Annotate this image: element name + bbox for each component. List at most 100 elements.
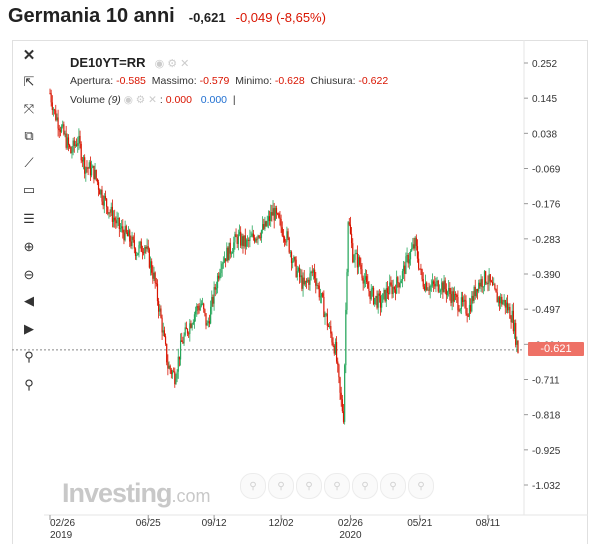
candle-body xyxy=(183,335,185,344)
zoom-button-2[interactable]: ⚲ xyxy=(268,473,294,499)
last-price-tag: -0.621 xyxy=(528,342,584,356)
candle-body xyxy=(251,233,253,237)
candle-body xyxy=(214,287,216,290)
candle-body xyxy=(384,289,386,302)
candle-body xyxy=(92,165,94,168)
candle-body xyxy=(186,329,189,334)
candle-body xyxy=(190,323,192,328)
close-icon[interactable]: ✕ xyxy=(22,47,36,64)
candle-body xyxy=(220,269,222,274)
candle-body xyxy=(314,269,316,279)
candle-body xyxy=(250,236,252,238)
candle-body xyxy=(119,228,122,230)
candle-body xyxy=(360,264,362,270)
candle-body xyxy=(375,295,377,298)
candle-body xyxy=(293,257,295,262)
open-value: -0.585 xyxy=(116,75,146,87)
candle-body xyxy=(399,283,401,288)
candle-body xyxy=(335,342,338,362)
candle-body xyxy=(164,336,167,344)
scale-icon[interactable]: ⤧ xyxy=(23,101,35,116)
candle-body xyxy=(347,222,349,273)
cursor-select-icon[interactable]: ⇱ xyxy=(23,74,35,89)
candle-body xyxy=(234,234,236,243)
candle-body xyxy=(81,160,83,162)
candle-body xyxy=(467,315,469,317)
high-label: Massimo: xyxy=(151,75,197,87)
candle-body xyxy=(54,109,56,111)
candle-body xyxy=(109,212,111,214)
candle-body xyxy=(196,306,198,311)
candle-body xyxy=(60,126,63,132)
scroll-left-icon[interactable]: ◀ xyxy=(24,293,34,308)
magnet-icon[interactable]: ⚲ xyxy=(24,349,34,364)
x-tick-year: 2020 xyxy=(339,530,362,541)
zoom-button-6[interactable]: ⚲ xyxy=(380,473,406,499)
reset-icon[interactable]: ⚲ xyxy=(24,377,34,392)
candle-body xyxy=(256,238,258,240)
candle-body xyxy=(510,318,512,323)
trendline-icon[interactable]: ⟋ xyxy=(24,155,34,170)
candle-body xyxy=(244,235,246,247)
zoom-button-1[interactable]: ⚲ xyxy=(240,473,266,499)
candle-body xyxy=(229,242,231,254)
candle-body xyxy=(390,282,392,285)
candle-body xyxy=(66,137,68,148)
candle-body xyxy=(286,231,288,242)
candle-body xyxy=(355,252,357,254)
candle-body xyxy=(115,220,117,224)
visibility-icon[interactable]: ◉ ⚙ ✕ xyxy=(154,58,190,70)
candle-body xyxy=(362,277,364,284)
candle-body xyxy=(240,231,242,246)
candle-body xyxy=(367,282,369,289)
candle-body xyxy=(207,321,209,323)
scroll-right-icon[interactable]: ▶ xyxy=(24,321,34,336)
fibonacci-icon[interactable]: ☰ xyxy=(23,211,35,226)
candle-body xyxy=(116,219,118,224)
volume-settings-icon[interactable]: ◉ ⚙ ✕ xyxy=(123,94,157,106)
candle-body xyxy=(412,244,414,249)
candle-body xyxy=(327,325,330,327)
copy-icon[interactable]: ⧉ xyxy=(24,128,34,143)
candle-body xyxy=(58,128,60,131)
candle-body xyxy=(215,288,217,290)
candle-body xyxy=(319,296,321,298)
y-tick-label: -0.711 xyxy=(532,376,560,387)
y-tick-label: -1.032 xyxy=(532,481,561,492)
candle-body xyxy=(94,169,96,179)
candle-body xyxy=(508,306,510,311)
zoom-button-4[interactable]: ⚲ xyxy=(324,473,350,499)
rectangle-icon[interactable]: ▭ xyxy=(22,182,36,197)
candle-body xyxy=(404,265,406,274)
candle-body xyxy=(411,248,413,252)
candle-body xyxy=(324,313,326,318)
candle-body xyxy=(505,302,508,308)
candle-body xyxy=(337,361,339,365)
candle-body xyxy=(219,273,221,279)
candle-body xyxy=(292,261,294,263)
candle-body xyxy=(509,306,511,319)
candle-body xyxy=(285,241,287,243)
candle-body xyxy=(322,293,324,297)
candle-body xyxy=(140,241,142,252)
zoom-out-icon[interactable]: ⊖ xyxy=(23,267,35,282)
candle-body xyxy=(403,265,405,272)
candle-body xyxy=(87,167,89,169)
candle-body xyxy=(124,226,126,241)
zoom-in-icon[interactable]: ⊕ xyxy=(23,239,35,254)
candle-body xyxy=(430,285,432,287)
candle-body xyxy=(52,109,55,111)
candle-body xyxy=(451,291,453,303)
candle-body xyxy=(470,305,472,312)
candle-body xyxy=(491,281,494,286)
candle-body xyxy=(455,294,457,295)
zoom-button-7[interactable]: ⚲ xyxy=(408,473,434,499)
zoom-button-5[interactable]: ⚲ xyxy=(352,473,378,499)
y-tick-label: 0.145 xyxy=(532,94,557,105)
zoom-button-3[interactable]: ⚲ xyxy=(296,473,322,499)
candle-body xyxy=(134,248,137,256)
candle-body xyxy=(516,340,518,345)
candle-body xyxy=(268,216,271,221)
candle-body xyxy=(413,244,415,249)
